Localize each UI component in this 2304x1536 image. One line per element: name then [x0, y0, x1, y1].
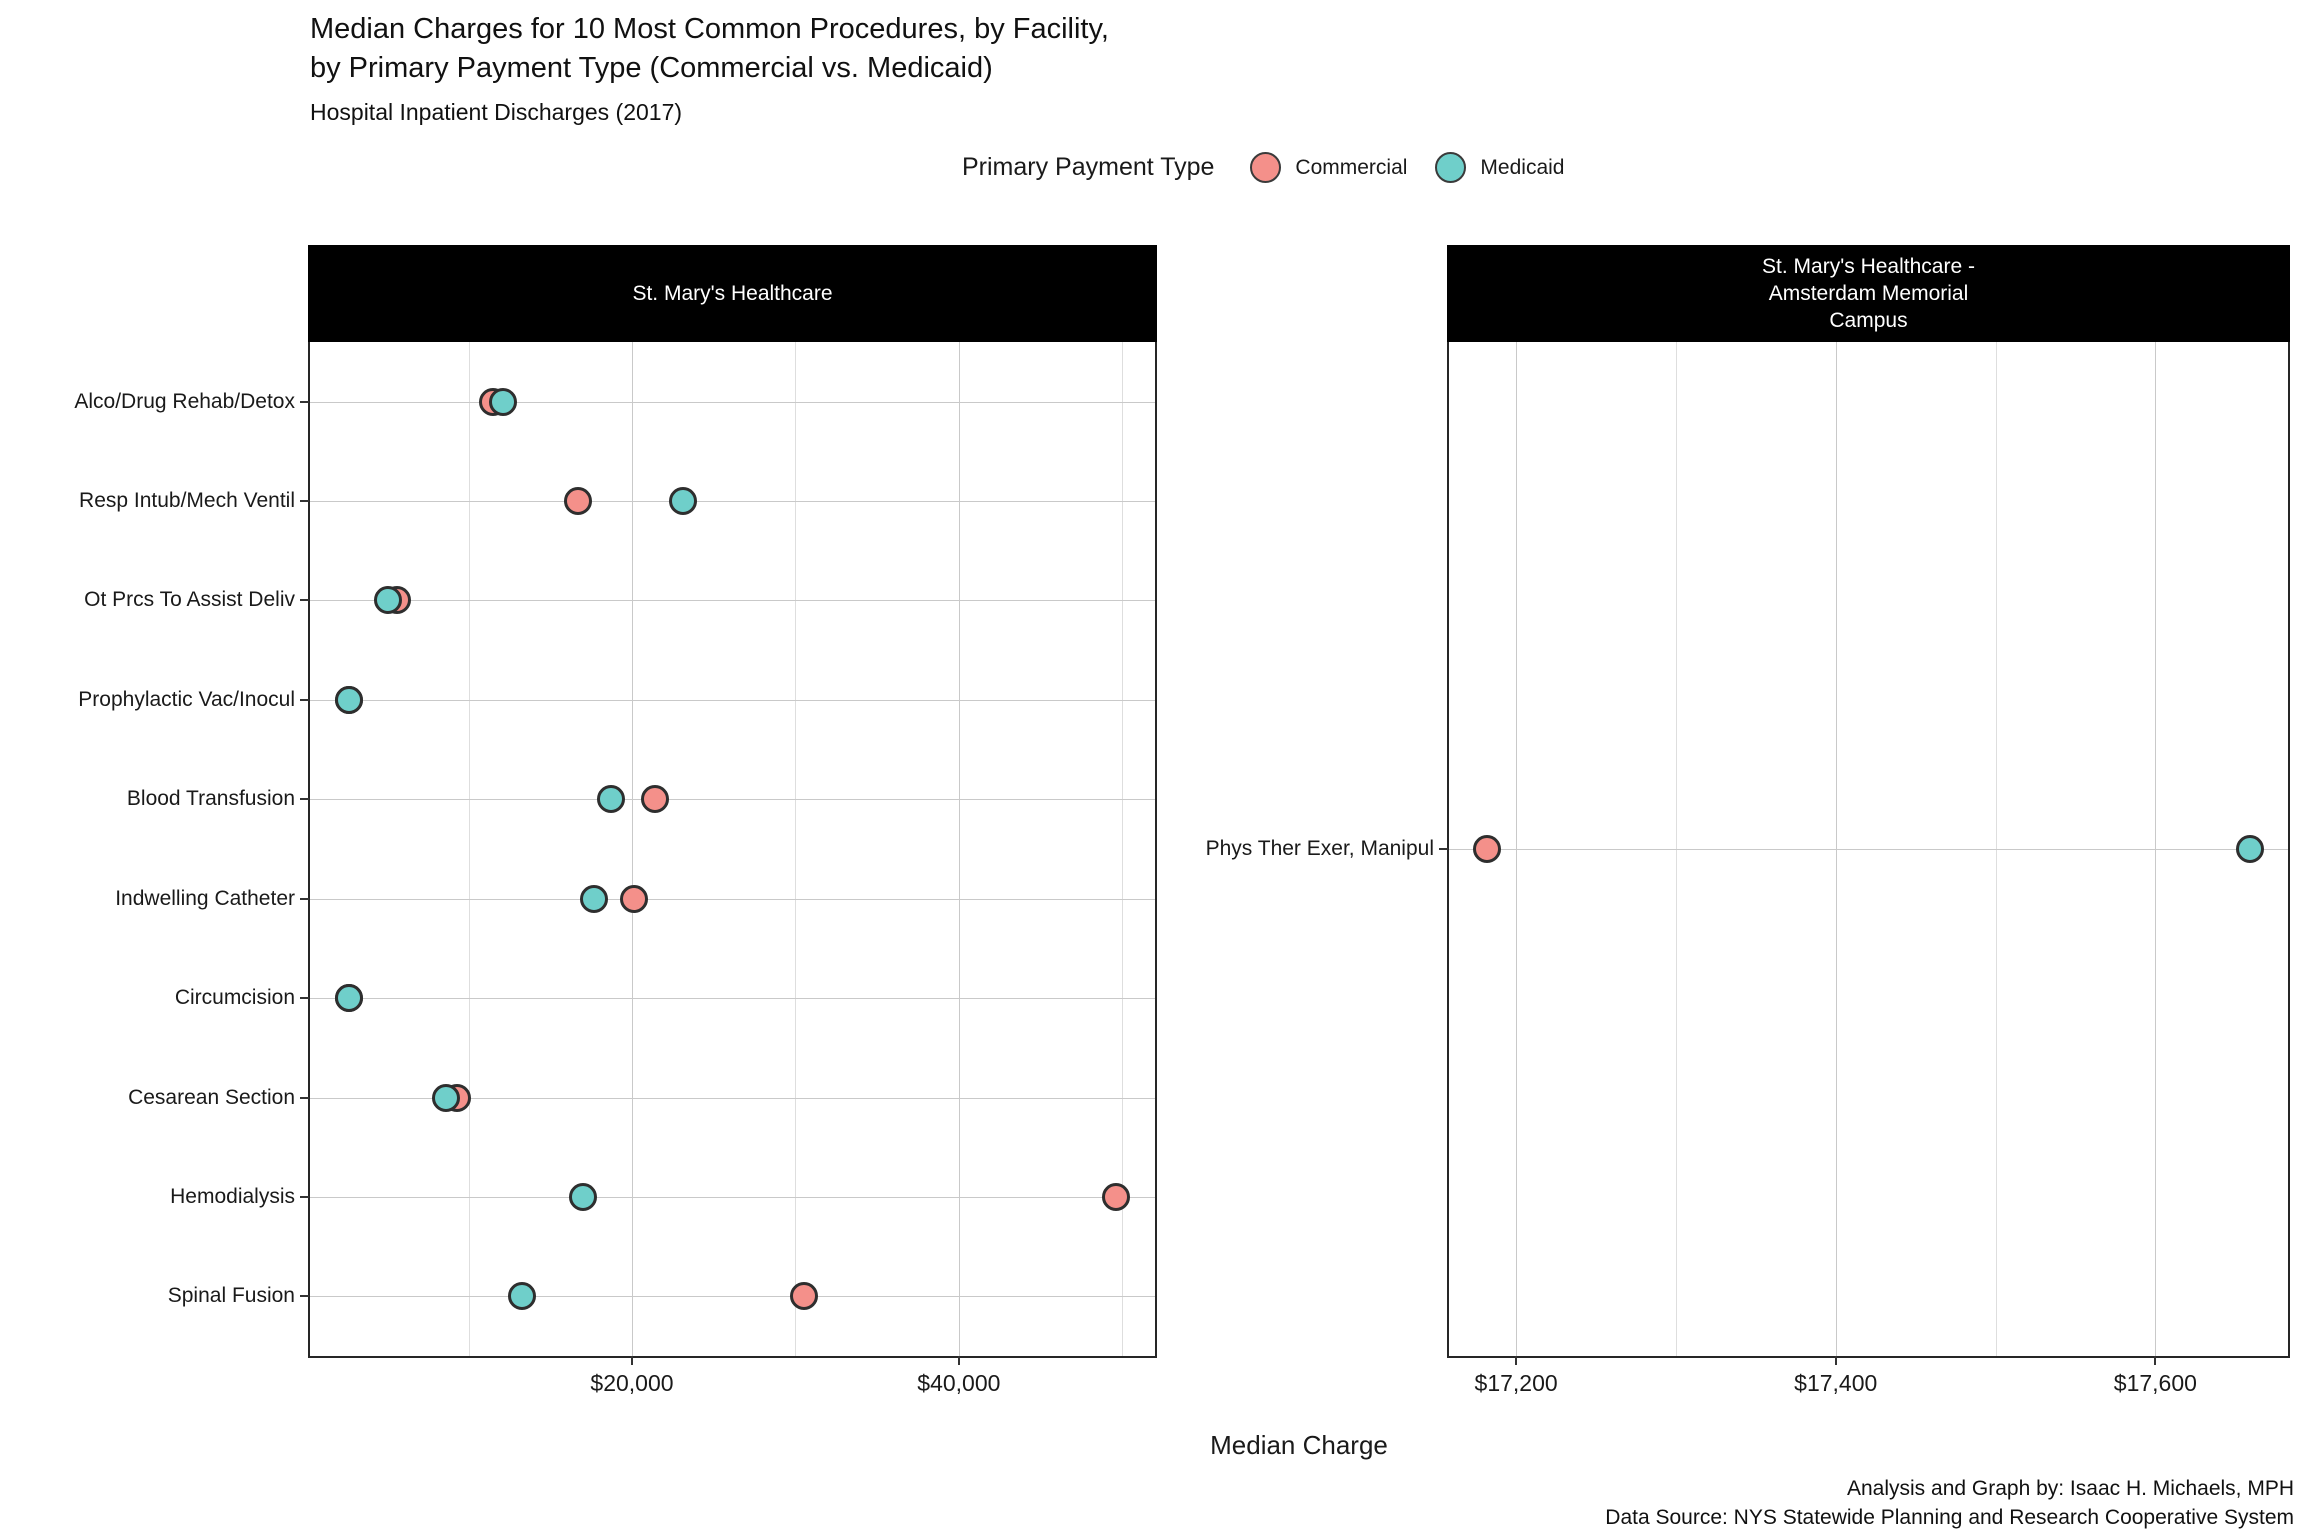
chart-title-line-2: by Primary Payment Type (Commercial vs. …: [310, 52, 993, 84]
caption-line-2: Data Source: NYS Statewide Planning and …: [1605, 1506, 2294, 1529]
y-major-gridline: [310, 1097, 1155, 1099]
data-point-medicaid: [335, 685, 364, 714]
y-axis-category-label: Cesarean Section: [128, 1085, 295, 1109]
x-minor-gridline: [468, 342, 470, 1356]
data-point-medicaid: [596, 785, 625, 814]
y-major-gridline: [1449, 849, 2288, 850]
x-axis-tick: [957, 1356, 960, 1365]
y-axis-category-label: Hemodialysis: [170, 1184, 295, 1208]
facet-strip-st-marys-healthcare: St. Mary's Healthcare: [308, 245, 1157, 342]
x-major-gridline: [958, 342, 960, 1356]
y-axis-tick: [300, 1096, 309, 1099]
y-axis-category-label: Prophylactic Vac/Inocul: [78, 687, 295, 711]
y-major-gridline: [310, 998, 1155, 1000]
y-major-gridline: [310, 799, 1155, 801]
y-major-gridline: [310, 898, 1155, 900]
data-point-medicaid: [668, 487, 697, 516]
x-axis-tick: [2154, 1356, 2157, 1365]
legend: Primary Payment Type Commercial Medicaid: [962, 152, 1564, 183]
y-axis-tick: [300, 500, 309, 503]
caption-line-1: Analysis and Graph by: Isaac H. Michaels…: [1846, 1477, 2294, 1500]
y-axis-category-label: Spinal Fusion: [167, 1284, 295, 1308]
x-axis-tick-label: $20,000: [590, 1370, 674, 1396]
legend-item-commercial: Commercial: [1250, 152, 1407, 183]
y-axis-category-label: Alco/Drug Rehab/Detox: [74, 389, 295, 413]
y-axis-tick: [300, 1195, 309, 1198]
facet-strip-label: St. Mary's Healthcare: [632, 282, 833, 305]
y-axis-category-label: Resp Intub/Mech Ventil: [79, 489, 295, 513]
y-major-gridline: [310, 699, 1155, 701]
y-axis-category-label: Indwelling Catheter: [115, 886, 295, 910]
y-axis-tick: [300, 698, 309, 701]
data-point-commercial: [564, 487, 593, 516]
x-axis-tick-label: $17,200: [1474, 1370, 1558, 1396]
medicaid-swatch-icon: [1435, 152, 1467, 183]
data-point-medicaid: [2235, 835, 2264, 863]
y-major-gridline: [310, 1196, 1155, 1198]
data-point-medicaid: [374, 586, 403, 615]
data-point-medicaid: [568, 1182, 597, 1211]
y-axis-tick: [300, 997, 309, 1000]
legend-title: Primary Payment Type: [962, 153, 1215, 181]
x-minor-gridline: [795, 342, 797, 1356]
title-block: Median Charges for 10 Most Common Proced…: [310, 10, 1109, 127]
y-axis-category-label: Blood Transfusion: [126, 787, 295, 811]
chart-title-line-1: Median Charges for 10 Most Common Proced…: [310, 13, 1109, 45]
caption: Analysis and Graph by: Isaac H. Michaels…: [1605, 1474, 2294, 1532]
y-axis-tick: [300, 897, 309, 900]
data-point-medicaid: [431, 1083, 460, 1112]
plot-panel-st-marys-healthcare: $20,000 $40,000 Alco/Drug Rehab/Detox Resp …: [74, 342, 1157, 1396]
y-axis-tick: [300, 1295, 309, 1298]
x-axis-title: Median Charge: [1210, 1430, 1388, 1460]
legend-item-medicaid: Medicaid: [1435, 152, 1564, 183]
data-point-medicaid: [335, 984, 364, 1013]
x-axis-tick: [630, 1356, 633, 1365]
data-point-commercial: [640, 785, 669, 814]
data-point-commercial: [1473, 835, 1502, 863]
x-axis-tick: [1834, 1356, 1837, 1365]
y-major-gridline: [310, 501, 1155, 503]
y-major-gridline: [310, 1296, 1155, 1298]
commercial-swatch-icon: [1250, 152, 1282, 183]
data-point-commercial: [789, 1282, 818, 1311]
y-major-gridline: [310, 401, 1155, 403]
x-major-gridline: [631, 342, 633, 1356]
facet-st-marys-healthcare: St. Mary's Healthcare $20,000 $40,000 Alco…: [74, 245, 1157, 1396]
y-axis-category-label: Phys Ther Exer, Manipul: [1205, 837, 1434, 860]
x-axis-tick-label: $17,600: [2113, 1370, 2197, 1396]
data-point-commercial: [1101, 1182, 1130, 1211]
data-point-medicaid: [488, 387, 517, 416]
x-axis-tick-label: $17,400: [1794, 1370, 1878, 1396]
x-axis-tick: [1515, 1356, 1518, 1365]
legend-label-medicaid: Medicaid: [1480, 155, 1565, 179]
y-axis-category-label: Ot Prcs To Assist Deliv: [84, 588, 295, 612]
facet-strip-amsterdam-memorial-campus: St. Mary's Healthcare - Amsterdam Memori…: [1447, 245, 2290, 342]
y-axis-tick: [300, 798, 309, 801]
plot-panel-amsterdam-memorial-campus: $17,200 $17,400 $17,600 Phys Ther Exer, Man…: [1206, 342, 2290, 1396]
y-axis-tick: [300, 599, 309, 602]
y-major-gridline: [310, 600, 1155, 602]
y-axis-tick: [300, 400, 309, 403]
facet-strip-label-line-3: Campus: [1829, 309, 1908, 332]
facet-strip-label-line-2: Amsterdam Memorial: [1768, 282, 1969, 305]
x-minor-gridline: [1122, 342, 1124, 1356]
facet-strip-label-line-1: St. Mary's Healthcare -: [1762, 255, 1975, 278]
y-axis-tick: [1439, 848, 1448, 850]
x-axis-tick-label: $40,000: [917, 1370, 1001, 1396]
legend-label-commercial: Commercial: [1295, 155, 1408, 179]
y-axis-category-label: Circumcision: [174, 986, 295, 1010]
data-point-medicaid: [580, 884, 609, 913]
chart-subtitle: Hospital Inpatient Discharges (2017): [310, 99, 683, 125]
facet-amsterdam-memorial-campus: St. Mary's Healthcare - Amsterdam Memori…: [1206, 245, 2290, 1396]
data-point-commercial: [619, 884, 648, 913]
data-point-medicaid: [508, 1282, 537, 1311]
